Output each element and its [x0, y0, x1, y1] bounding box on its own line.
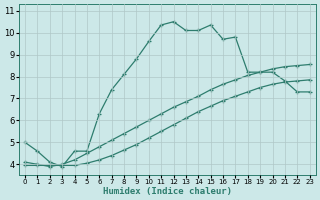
X-axis label: Humidex (Indice chaleur): Humidex (Indice chaleur) — [103, 187, 232, 196]
